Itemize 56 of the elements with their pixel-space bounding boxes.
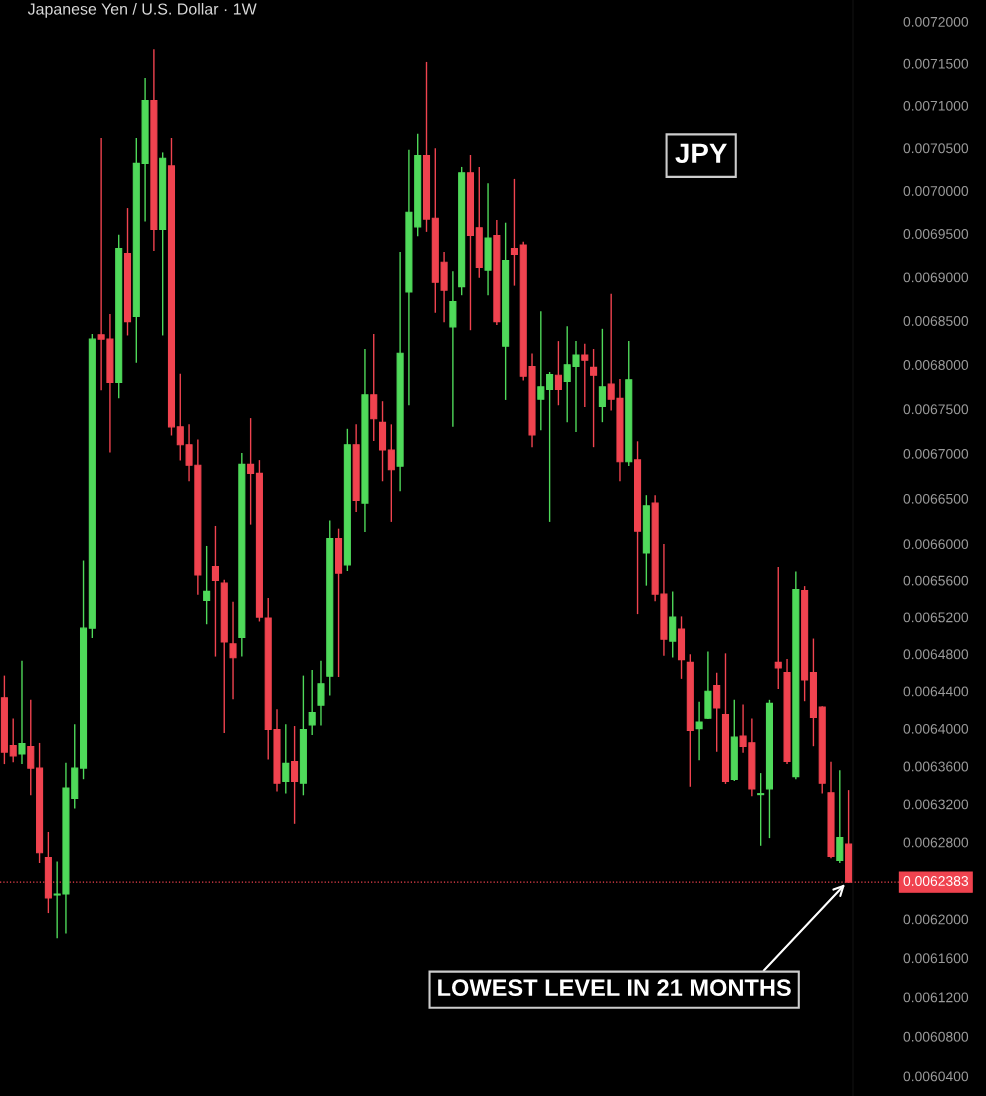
y-tick-label: 0.0069000 bbox=[903, 272, 969, 283]
y-tick-label: 0.0068500 bbox=[903, 316, 969, 326]
candlestick bbox=[537, 311, 545, 431]
y-tick-label: 0.0062800 bbox=[903, 837, 969, 848]
candlestick bbox=[18, 660, 26, 765]
y-tick-label: 0.0066500 bbox=[903, 493, 969, 504]
candlestick bbox=[590, 349, 598, 448]
candlestick bbox=[598, 328, 606, 423]
y-tick-label: 0.0065200 bbox=[903, 612, 969, 623]
candlestick bbox=[669, 591, 677, 658]
y-tick-label: 0.0063600 bbox=[903, 761, 969, 772]
candlestick bbox=[581, 343, 589, 408]
candlestick bbox=[510, 178, 518, 286]
candlestick bbox=[291, 726, 299, 824]
y-tick-label: 0.0068000 bbox=[903, 360, 969, 370]
y-tick-label: 0.0069500 bbox=[903, 229, 969, 239]
annotation: LOWEST LEVEL IN 21 MONTHS bbox=[438, 979, 791, 997]
y-tick-label: 0.0071500 bbox=[903, 58, 969, 69]
candlestick bbox=[836, 770, 844, 864]
y-tick-label: 0.0067500 bbox=[903, 404, 969, 415]
chart-title: Japanese Yen / U.S. Dollar · 1W bbox=[27, 2, 257, 18]
candlestick bbox=[282, 724, 290, 794]
y-tick-label: 0.0066000 bbox=[903, 539, 969, 550]
y-tick-label: 0.0067000 bbox=[903, 448, 969, 459]
candlestick bbox=[203, 545, 211, 625]
y-tick-label: 0.0070000 bbox=[903, 186, 969, 196]
candlestick bbox=[9, 718, 17, 763]
candlestick bbox=[247, 418, 255, 525]
y-tick-label: 0.0062000 bbox=[903, 914, 969, 925]
ref-line-label: 0.0062383 bbox=[903, 876, 969, 886]
candlestick bbox=[757, 773, 765, 846]
y-tick-label: 0.0064800 bbox=[903, 649, 969, 660]
candlestick bbox=[308, 670, 316, 735]
y-tick-label: 0.0060400 bbox=[903, 1071, 969, 1082]
candlestick bbox=[554, 341, 562, 406]
y-tick-label: 0.0060800 bbox=[903, 1031, 969, 1042]
y-tick-label: 0.0061200 bbox=[903, 992, 969, 1003]
y-tick-label: 0.0061600 bbox=[903, 953, 969, 964]
y-tick-label: 0.0064000 bbox=[903, 723, 969, 734]
candlestick bbox=[229, 601, 237, 700]
y-tick-label: 0.0063200 bbox=[903, 799, 969, 810]
y-tick-label: 0.0064400 bbox=[903, 686, 969, 697]
candlestick bbox=[317, 660, 325, 726]
candlestick bbox=[387, 424, 395, 522]
candlestick bbox=[546, 371, 554, 522]
y-tick-label: 0.0065600 bbox=[903, 575, 969, 586]
candlestick bbox=[695, 701, 703, 761]
candlestick bbox=[370, 334, 378, 441]
candlestick bbox=[27, 699, 35, 796]
candlestick bbox=[713, 672, 721, 752]
candlestick bbox=[211, 525, 219, 657]
y-tick-label: 0.0071000 bbox=[903, 100, 969, 111]
y-tick-label: 0.0072000 bbox=[903, 16, 969, 27]
annotation: JPY bbox=[675, 143, 727, 164]
candlestick bbox=[774, 566, 782, 690]
y-tick-label: 0.0070500 bbox=[903, 143, 969, 154]
